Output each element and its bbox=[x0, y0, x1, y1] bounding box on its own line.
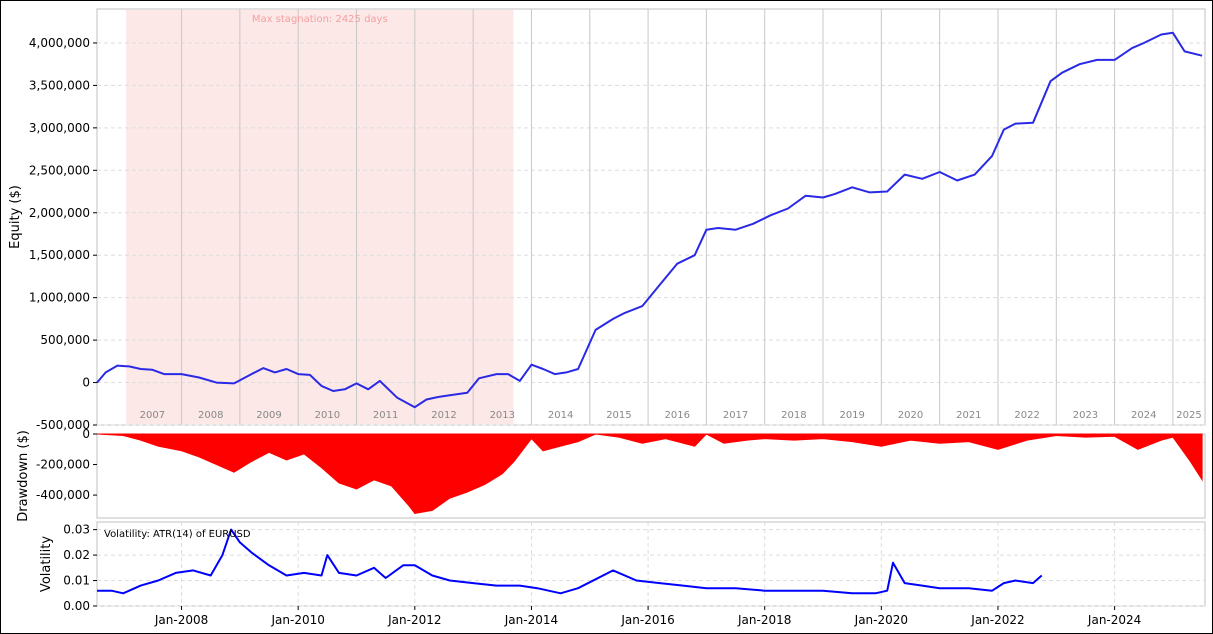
year-label: 2007 bbox=[140, 410, 165, 421]
date-tick-label: Jan-2012 bbox=[387, 613, 441, 627]
equity-tick-label: 4,000,000 bbox=[29, 36, 90, 50]
equity-series-line bbox=[96, 31, 1203, 409]
year-label: 2014 bbox=[548, 410, 573, 421]
equity-tick-label: 2,000,000 bbox=[29, 206, 90, 220]
volatility-series-line bbox=[97, 528, 1043, 595]
year-label: 2025 bbox=[1176, 410, 1201, 421]
equity-tick-label: 1,000,000 bbox=[29, 291, 90, 305]
year-label: 2021 bbox=[956, 410, 981, 421]
date-tick-label: Jan-2014 bbox=[504, 613, 558, 627]
equity-tick-label: 0 bbox=[82, 376, 90, 390]
drawdown-area bbox=[96, 433, 1203, 514]
equity-tick-label: 3,500,000 bbox=[29, 78, 90, 92]
drawdown-tick-label: 0 bbox=[82, 427, 90, 441]
year-label: 2012 bbox=[431, 410, 456, 421]
date-tick-label: Jan-2018 bbox=[737, 613, 791, 627]
year-label: 2024 bbox=[1131, 410, 1156, 421]
date-tick-label: Jan-2022 bbox=[970, 613, 1024, 627]
date-tick-label: Jan-2020 bbox=[854, 613, 908, 627]
volatility-tick-label: 0.03 bbox=[63, 523, 90, 537]
stagnation-label: Max stagnation: 2425 days bbox=[252, 14, 388, 25]
date-tick-label: Jan-2010 bbox=[271, 613, 325, 627]
year-label: 2019 bbox=[839, 410, 864, 421]
drawdown-tick-label: -400,000 bbox=[36, 488, 90, 502]
equity-axis-label: Equity ($) bbox=[8, 185, 23, 249]
volatility-axis-label: Volatility bbox=[39, 536, 54, 592]
stagnation-region bbox=[126, 10, 514, 424]
drawdown-axis-label: Drawdown ($) bbox=[16, 430, 31, 522]
year-label: 2017 bbox=[723, 410, 748, 421]
year-label: 2010 bbox=[315, 410, 340, 421]
date-tick-label: Jan-2008 bbox=[154, 613, 208, 627]
equity-tick-label: 2,500,000 bbox=[29, 163, 90, 177]
year-label: 2013 bbox=[490, 410, 515, 421]
equity-tick-label: 3,000,000 bbox=[29, 121, 90, 135]
volatility-tick-label: 0.01 bbox=[63, 574, 90, 588]
year-label: 2020 bbox=[898, 410, 923, 421]
year-label: 2009 bbox=[256, 410, 281, 421]
equity-tick-label: 1,500,000 bbox=[29, 248, 90, 262]
volatility-tick-label: 0.00 bbox=[63, 599, 90, 613]
volatility-tick-label: 0.02 bbox=[63, 548, 90, 562]
year-label: 2011 bbox=[373, 410, 398, 421]
drawdown-tick-label: -200,000 bbox=[36, 458, 90, 472]
year-label: 2022 bbox=[1014, 410, 1039, 421]
volatility-plot-area bbox=[96, 521, 1206, 607]
year-label: 2015 bbox=[606, 410, 631, 421]
equity-tick-label: -500,000 bbox=[36, 418, 90, 432]
date-tick-label: Jan-2024 bbox=[1087, 613, 1141, 627]
year-label: 2023 bbox=[1073, 410, 1098, 421]
volatility-annotation: Volatility: ATR(14) of EURUSD bbox=[104, 529, 251, 540]
year-label: 2016 bbox=[665, 410, 690, 421]
date-tick-label: Jan-2016 bbox=[620, 613, 674, 627]
equity-tick-label: 500,000 bbox=[40, 333, 90, 347]
year-label: 2008 bbox=[198, 410, 223, 421]
year-label: 2018 bbox=[781, 410, 806, 421]
